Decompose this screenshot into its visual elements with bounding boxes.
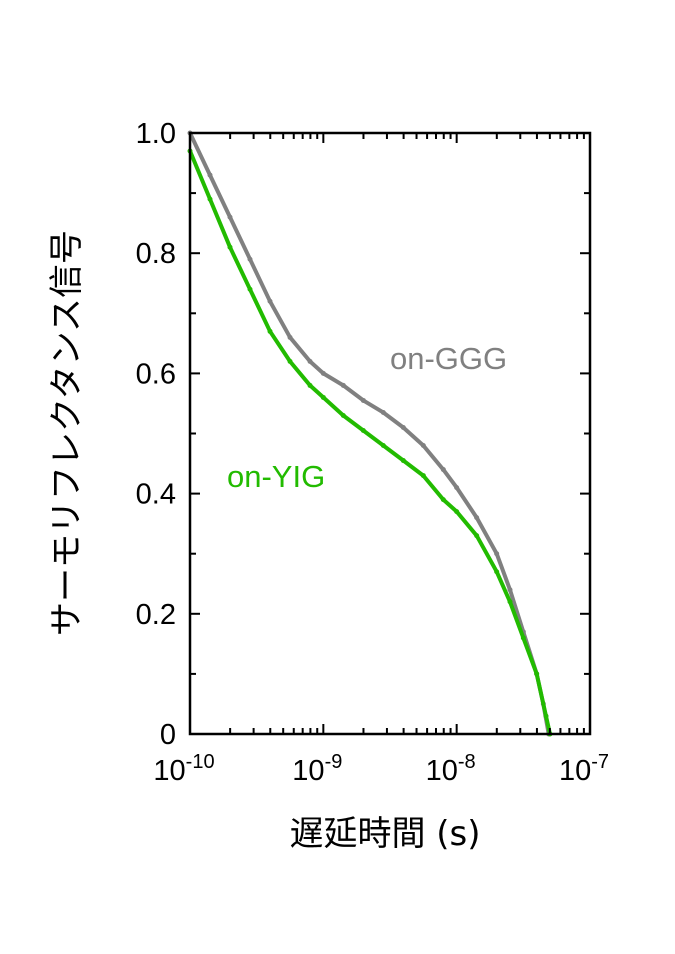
y-tick-label: 0.8 [136, 238, 176, 270]
data-point-on-yig [380, 443, 386, 449]
data-point-on-yig [360, 427, 366, 433]
data-point-on-ggg [340, 382, 346, 388]
data-point-on-ggg [360, 397, 366, 403]
data-point-on-yig [320, 394, 326, 400]
series-line-on-ggg [188, 132, 551, 735]
data-point-on-ggg [380, 409, 386, 415]
data-point-on-ggg [420, 443, 426, 449]
data-point-on-ggg [474, 515, 480, 521]
data-point-on-yig [440, 497, 446, 503]
data-point-on-yig [207, 196, 213, 202]
data-point-on-yig [543, 713, 549, 719]
data-point-on-yig [474, 533, 480, 539]
y-tick-label: 0.2 [136, 599, 176, 631]
data-point-on-ggg [454, 485, 460, 491]
data-point-on-yig [520, 635, 526, 641]
data-point-on-yig [400, 458, 406, 464]
data-point-on-yig [287, 358, 293, 364]
y-tick-label: 0.4 [136, 479, 176, 511]
data-point-on-ggg [400, 424, 406, 430]
data-point-on-ggg [267, 298, 273, 304]
data-point-on-yig [494, 569, 500, 575]
data-point-on-ggg [507, 587, 513, 593]
ticks-layer [189, 132, 590, 735]
plot-frame [188, 131, 592, 736]
data-point-on-yig [507, 599, 513, 605]
data-point-on-yig [340, 412, 346, 418]
data-point-on-ggg [287, 334, 293, 340]
data-point-on-yig [267, 328, 273, 334]
tick-labels: 0 0.2 0.4 0.6 0.8 1.0 10-10 10-9 10-8 10-7 [136, 118, 609, 787]
series-line-on-yig [188, 150, 552, 735]
data-point-on-ggg [247, 256, 253, 262]
x-tick-label: 10-9 [292, 751, 342, 787]
data-point-on-ggg [207, 172, 213, 178]
series-label-on-ggg: on-GGG [390, 341, 507, 376]
y-tick-label: 0.6 [136, 358, 176, 390]
data-point-on-ggg [307, 358, 313, 364]
data-point-on-ggg [494, 551, 500, 557]
x-tick-label: 10-10 [153, 751, 214, 787]
data-point-on-yig [227, 244, 233, 250]
series-label-on-yig: on-YIG [227, 459, 325, 494]
data-point-on-yig [454, 509, 460, 515]
data-point-on-yig [420, 473, 426, 479]
data-point-on-yig [307, 382, 313, 388]
data-point-on-ggg [227, 214, 233, 220]
x-axis-label: 遅延時間 (s) [289, 814, 480, 854]
data-point-on-yig [534, 671, 540, 677]
x-tick-label: 10-8 [426, 751, 476, 787]
y-tick-label: 0 [160, 719, 176, 751]
data-point-on-yig [247, 286, 253, 292]
y-tick-label: 1.0 [136, 118, 176, 150]
data-point-on-ggg [320, 370, 326, 376]
x-tick-label: 10-7 [559, 751, 609, 787]
y-axis-label: サーモリフレクタンス信号 [47, 230, 87, 636]
series-layer [187, 130, 553, 737]
data-point-on-ggg [440, 467, 446, 473]
